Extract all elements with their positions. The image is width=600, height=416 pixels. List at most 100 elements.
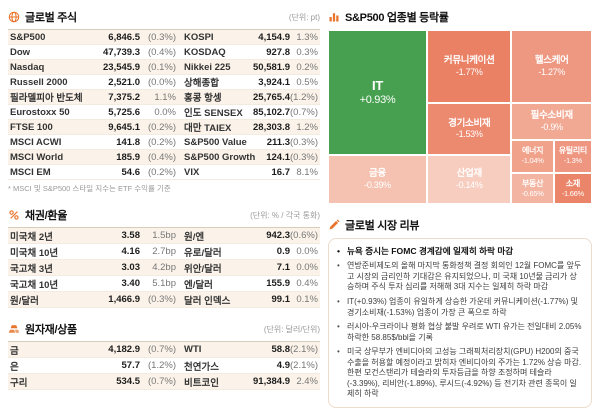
instrument-name: 국고채 3년: [10, 263, 53, 275]
sector-treemap: IT +0.93% 커뮤니케이션 -1.77% 헬스케어 -1.27% 경기소비재 -1.53…: [328, 30, 592, 204]
section-header: 원자재/상품 (단위: 달러/단위): [8, 320, 320, 338]
section-title: 원자재/상품: [25, 324, 77, 336]
treemap-tile-utilities: 유틸리티 -1.3%: [553, 139, 592, 173]
bar-chart-icon: [328, 11, 340, 23]
table-row: 미국채 10년 4.16 2.7bp 유로/달러 0.9 0.0%: [8, 244, 320, 260]
table-row: Dow 47,739.3 (0.4%) KOSDAQ 927.8 0.3%: [8, 45, 320, 60]
table-row: 원/달러 1,466.9 (0.3%) 달러 인덱스 99.1 0.1%: [8, 292, 320, 308]
instrument-change: (0.7%): [290, 106, 318, 118]
instrument-change: (0.2%): [148, 166, 176, 178]
tile-value: -0.65%: [521, 188, 544, 198]
instrument-name: 인도 SENSEX: [184, 108, 243, 119]
treemap-tile-it: IT +0.93%: [328, 30, 427, 156]
section-header: 글로벌 주식 (단위: pt): [8, 8, 320, 26]
section-header: S&P500 업종별 등락률: [328, 8, 592, 26]
instrument-change: 2.7bp: [152, 246, 176, 257]
instrument-value: 7.1: [276, 262, 290, 273]
instrument-name: S&P500 Growth: [184, 151, 256, 163]
instrument-name: 구리: [10, 377, 28, 389]
instrument-value: 141.8: [116, 136, 140, 148]
instrument-value: 9,645.1: [108, 121, 140, 133]
review-bullet-text: 연방준비제도의 올해 마지막 통화정책 결정 회의인 12월 FOMC를 앞두고…: [347, 261, 582, 292]
instrument-name: 엔/달러: [184, 279, 213, 291]
instrument-change: 0.0%: [296, 246, 318, 257]
instrument-name: 상해종합: [184, 78, 219, 89]
treemap-tile-energy: 에너지 -1.04%: [511, 139, 554, 173]
instrument-name: 원/달러: [10, 295, 39, 307]
instrument-value: 185.9: [116, 151, 140, 163]
tile-label: 산업재: [456, 168, 483, 180]
instrument-change: (0.1%): [148, 61, 176, 73]
instrument-change: (1.2%): [290, 91, 318, 103]
instrument-change: (2.1%): [290, 360, 318, 371]
section-title: 글로벌 시장 리뷰: [345, 220, 420, 232]
unit-label: (단위: 달러/단위): [263, 324, 320, 334]
instrument-value: 23,545.9: [103, 61, 140, 73]
table-row: 은 57.7 (1.2%) 천연가스 4.9 (2.1%): [8, 358, 320, 374]
instrument-name: KOSDAQ: [184, 46, 226, 58]
instrument-value: 211.3: [266, 136, 290, 148]
instrument-name: 원/엔: [184, 231, 205, 243]
review-bullet: • 미국 상무부가 엔비디아의 고성능 그래픽처리장치(GPU) H200의 중…: [337, 347, 583, 400]
instrument-name: MSCI EM: [10, 166, 51, 178]
instrument-name: S&P500 Value: [184, 136, 247, 148]
table-row: MSCI World 185.9 (0.4%) S&P500 Growth 12…: [8, 150, 320, 165]
tile-label: 소재: [565, 178, 580, 188]
instrument-change: (0.2%): [148, 136, 176, 148]
instrument-change: (0.0%): [148, 76, 176, 88]
tile-value: -0.9%: [540, 121, 563, 132]
instrument-value: 3.03: [121, 262, 141, 273]
tile-value: -0.14%: [455, 179, 483, 190]
table-row: 국고채 10년 3.40 5.1bp 엔/달러 155.9 0.4%: [8, 276, 320, 292]
instrument-change: (0.6%): [290, 230, 318, 241]
instrument-value: 3,924.1: [258, 76, 290, 88]
unit-label: (단위: pt): [288, 12, 320, 22]
treemap-tile-financials: 금융 -0.39%: [328, 155, 427, 204]
review-bullet: • 연방준비제도의 올해 마지막 통화정책 결정 회의인 12월 FOMC를 앞…: [337, 261, 583, 293]
section-sector-map: S&P500 업종별 등락률 IT +0.93% 커뮤니케이션 -1.77% 헬스케어 -…: [328, 8, 592, 204]
instrument-name: 천연가스: [184, 361, 219, 373]
treemap-tile-communication: 커뮤니케이션 -1.77%: [427, 30, 512, 104]
instrument-name: VIX: [184, 166, 200, 178]
instrument-change: 0.2%: [296, 61, 318, 73]
instrument-value: 50,581.9: [253, 61, 290, 73]
instrument-name: Eurostoxx 50: [10, 106, 70, 118]
instrument-change: 0.0%: [154, 106, 176, 118]
review-bullet-text: 미국 상무부가 엔비디아의 고성능 그래픽처리장치(GPU) H200의 중국 …: [347, 347, 582, 399]
instrument-name: 달러 인덱스: [184, 295, 231, 307]
instrument-value: 7,375.2: [108, 91, 140, 103]
section-market-review: 글로벌 시장 리뷰 • 뉴욕 증시는 FOMC 경계감에 일제히 하락 마감 •…: [328, 216, 592, 408]
instrument-value: 534.5: [116, 376, 140, 387]
instrument-name: 홍콩 항셍: [184, 93, 222, 104]
instrument-change: (0.2%): [148, 121, 176, 133]
section-global-stocks: 글로벌 주식 (단위: pt) S&P500 6,846.5 (0.3%) KO…: [8, 8, 320, 194]
instrument-name: 국고채 10년: [10, 279, 59, 291]
review-bullet: • IT(+0.93%) 업종이 유일하게 상승한 가운데 커뮤니케이션(-1.…: [337, 297, 583, 318]
instrument-change: 1.2%: [296, 121, 318, 133]
instrument-change: (0.4%): [148, 151, 176, 163]
review-bullet-list: • 연방준비제도의 올해 마지막 통화정책 결정 회의인 12월 FOMC를 앞…: [337, 261, 583, 400]
instrument-name: MSCI ACWI: [10, 136, 62, 148]
instrument-change: 4.2bp: [152, 262, 176, 273]
instrument-value: 25,765.4: [253, 91, 290, 103]
instrument-change: 2.4%: [296, 376, 318, 387]
tile-label: 유틸리티: [558, 146, 588, 156]
instrument-value: 4.16: [121, 246, 141, 257]
instrument-change: (1.2%): [148, 360, 176, 371]
tile-value: -1.27%: [538, 66, 566, 77]
tile-value: -1.04%: [521, 156, 544, 166]
instrument-name: 금: [10, 345, 19, 357]
instrument-value: 4,182.9: [108, 344, 140, 355]
instrument-value: 6,846.5: [108, 31, 140, 43]
tile-label: 에너지: [521, 146, 544, 156]
instrument-value: 4,154.9: [258, 31, 290, 43]
instrument-name: Nasdaq: [10, 61, 45, 73]
review-box: • 뉴욕 증시는 FOMC 경계감에 일제히 하락 마감 • 연방준비제도의 올…: [328, 238, 592, 408]
instrument-value: 99.1: [271, 294, 291, 305]
instrument-name: Russell 2000: [10, 76, 68, 88]
bonds-fx-table: 미국채 2년 3.58 1.5bp 원/엔 942.3 (0.6%) 미국채 1…: [8, 227, 320, 308]
tile-value: -0.39%: [364, 179, 391, 190]
tile-label: 경기소비재: [448, 117, 491, 129]
tile-value: -1.77%: [455, 66, 483, 77]
review-bullet: • 러시아-우크라이나 평화 협상 불발 우려로 WTI 유가는 전일대비 2.…: [337, 322, 583, 343]
